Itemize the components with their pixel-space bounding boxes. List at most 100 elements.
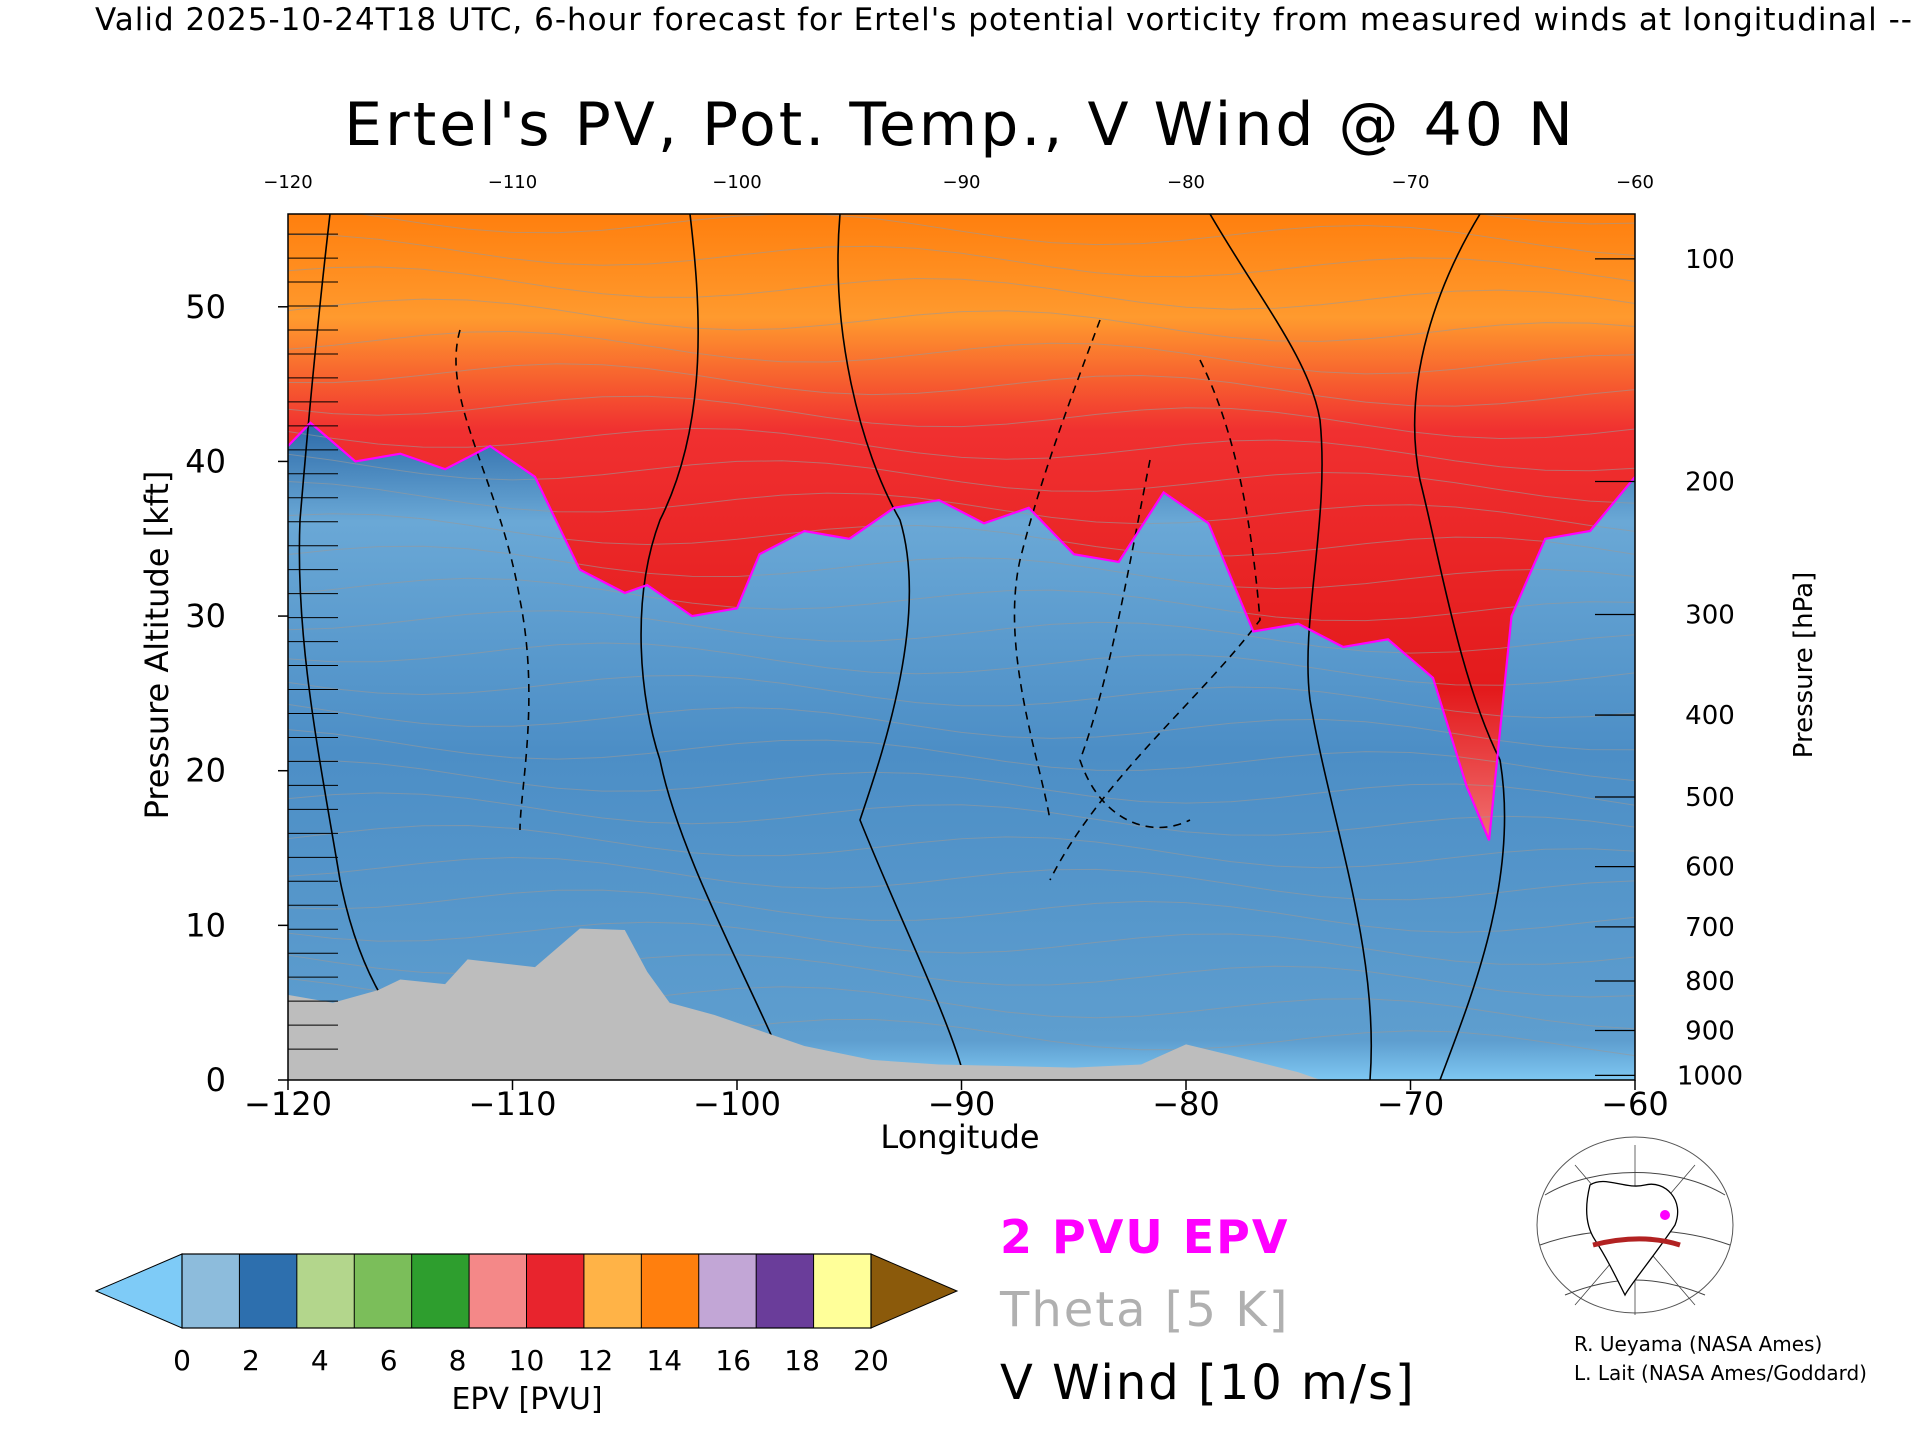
top-tick-label: −90 — [943, 172, 981, 193]
theta-contour — [288, 921, 1635, 965]
colorbar-tick-label: 4 — [311, 1344, 329, 1377]
v-wind-contour — [837, 214, 966, 1080]
inset-map — [1536, 1136, 1734, 1315]
v-wind-contour — [1413, 214, 1506, 1080]
pressure-tick-labels: 100 200 300 400 500 600 700 800 900 1000 — [1677, 245, 1743, 1092]
x-tick-label: −60 — [1601, 1085, 1669, 1123]
section-line — [1592, 1236, 1681, 1248]
theta-contour — [288, 234, 1635, 282]
top-tick-label: −70 — [1392, 172, 1430, 193]
colorbar-tick-label: 12 — [578, 1344, 614, 1377]
top-tick-label: −80 — [1167, 172, 1205, 193]
x-tick-label: −70 — [1377, 1085, 1445, 1123]
colorbar-tick-label: 20 — [853, 1344, 889, 1377]
colorbar-tick-label: 16 — [715, 1344, 751, 1377]
colorbar-tick-label: 2 — [242, 1344, 260, 1377]
x-tick-label: −80 — [1152, 1085, 1220, 1123]
theta-contour — [288, 729, 1635, 782]
v-wind-contour — [1049, 359, 1261, 881]
pressure-tick-label: 100 — [1685, 245, 1735, 275]
theta-contour — [288, 792, 1635, 836]
colorbar-tick-label: 14 — [646, 1344, 682, 1377]
colorbar-tick-label: 18 — [784, 1344, 820, 1377]
v-wind-contour — [1209, 214, 1373, 1080]
legend-2pvu: 2 PVU EPV — [1000, 1210, 1290, 1264]
theta-contour — [288, 545, 1635, 590]
x-tick-label: −120 — [244, 1085, 332, 1123]
colorbar-cell — [756, 1254, 815, 1328]
troposphere-field — [288, 422, 1635, 1080]
pressure-tick-label: 700 — [1685, 913, 1735, 943]
theta-contour — [288, 577, 1635, 622]
v-wind-contour — [1013, 319, 1101, 821]
v-wind-contour — [455, 329, 530, 831]
colorbar-cell — [813, 1254, 872, 1328]
top-tick-labels: −120 −110 −100 −90 −80 −70 −60 — [263, 172, 1654, 193]
plot-field — [288, 214, 1635, 1080]
colorbar: 0 2 4 6 8 10 12 14 16 18 20 EPV [PVU] — [94, 1253, 959, 1417]
credit-line-1: R. Ueyama (NASA Ames) — [1574, 1332, 1823, 1356]
colorbar-low-extension — [94, 1253, 183, 1329]
top-tick-label: −110 — [488, 172, 537, 193]
theta-contour — [288, 481, 1635, 532]
axis-ticks — [278, 233, 1636, 1090]
pressure-tick-label: 800 — [1685, 967, 1735, 997]
x-tick-labels: −120 −110 −100 −90 −80 −70 −60 — [244, 1085, 1669, 1123]
y-tick-label: 50 — [185, 288, 226, 326]
colorbar-cell — [526, 1254, 585, 1328]
y-tick-label: 20 — [185, 752, 226, 790]
colorbar-cell — [182, 1254, 240, 1328]
colorbar-cell — [296, 1254, 355, 1328]
colorbar-cell — [583, 1254, 642, 1328]
colorbar-tick-label: 10 — [509, 1344, 545, 1377]
colorbar-cell — [641, 1254, 700, 1328]
colorbar-tick-label: 0 — [173, 1344, 191, 1377]
theta-contour — [288, 363, 1635, 407]
pressure-tick-label: 900 — [1685, 1017, 1735, 1047]
theta-contour — [288, 760, 1635, 806]
colorbar-cell — [698, 1254, 757, 1328]
pressure-tick-label: 400 — [1685, 701, 1735, 731]
theta-contour — [288, 703, 1635, 751]
theta-contour — [357, 214, 1635, 256]
pressure-tick-label: 500 — [1685, 783, 1735, 813]
theta-contour — [288, 856, 1635, 901]
theta-contour — [288, 610, 1635, 654]
legend-theta: Theta [5 K] — [1000, 1282, 1290, 1338]
theta-contour — [288, 674, 1635, 719]
colorbar-high-extension — [870, 1253, 959, 1329]
colorbar-cell — [239, 1254, 298, 1328]
pressure-tick-label: 600 — [1685, 853, 1735, 883]
colorbar-tick-label: 6 — [380, 1344, 398, 1377]
header-text: Valid 2025-10-24T18 UTC, 6-hour forecast… — [95, 2, 1920, 38]
theta-contour — [288, 889, 1635, 933]
theta-contour — [288, 330, 1635, 375]
pressure-tick-label: 1000 — [1677, 1061, 1743, 1091]
theta-contour — [288, 298, 1635, 342]
top-tick-label: −120 — [263, 172, 312, 193]
chart-title: Ertel's PV, Pot. Temp., V Wind @ 40 N — [344, 90, 1576, 160]
pressure-tick-label: 200 — [1685, 468, 1735, 498]
v-wind-contour — [640, 214, 791, 1080]
theta-contour — [288, 453, 1635, 504]
y-axis-label: Pressure Altitude [kft] — [138, 471, 176, 820]
top-tick-label: −60 — [1616, 172, 1654, 193]
x-axis-label: Longitude — [880, 1118, 1039, 1156]
colorbar-cell — [354, 1254, 413, 1328]
theta-contour — [288, 513, 1635, 557]
theta-contour — [288, 395, 1635, 440]
theta-contour — [288, 642, 1635, 686]
pressure-tick-label: 300 — [1685, 601, 1735, 631]
v-wind-contour — [1079, 459, 1191, 829]
theta-contour — [288, 266, 1635, 310]
y-tick-label: 40 — [185, 442, 226, 480]
top-tick-label: −100 — [712, 172, 761, 193]
y-tick-label: 0 — [206, 1061, 226, 1099]
colorbar-tick-label: 8 — [449, 1344, 467, 1377]
terrain-mask — [288, 928, 1321, 1080]
y-tick-labels: 0 10 20 30 40 50 — [185, 288, 226, 1099]
y-tick-label: 30 — [185, 597, 226, 635]
tropopause-2pvu-line — [288, 421, 1635, 841]
y-tick-label: 10 — [185, 906, 226, 944]
